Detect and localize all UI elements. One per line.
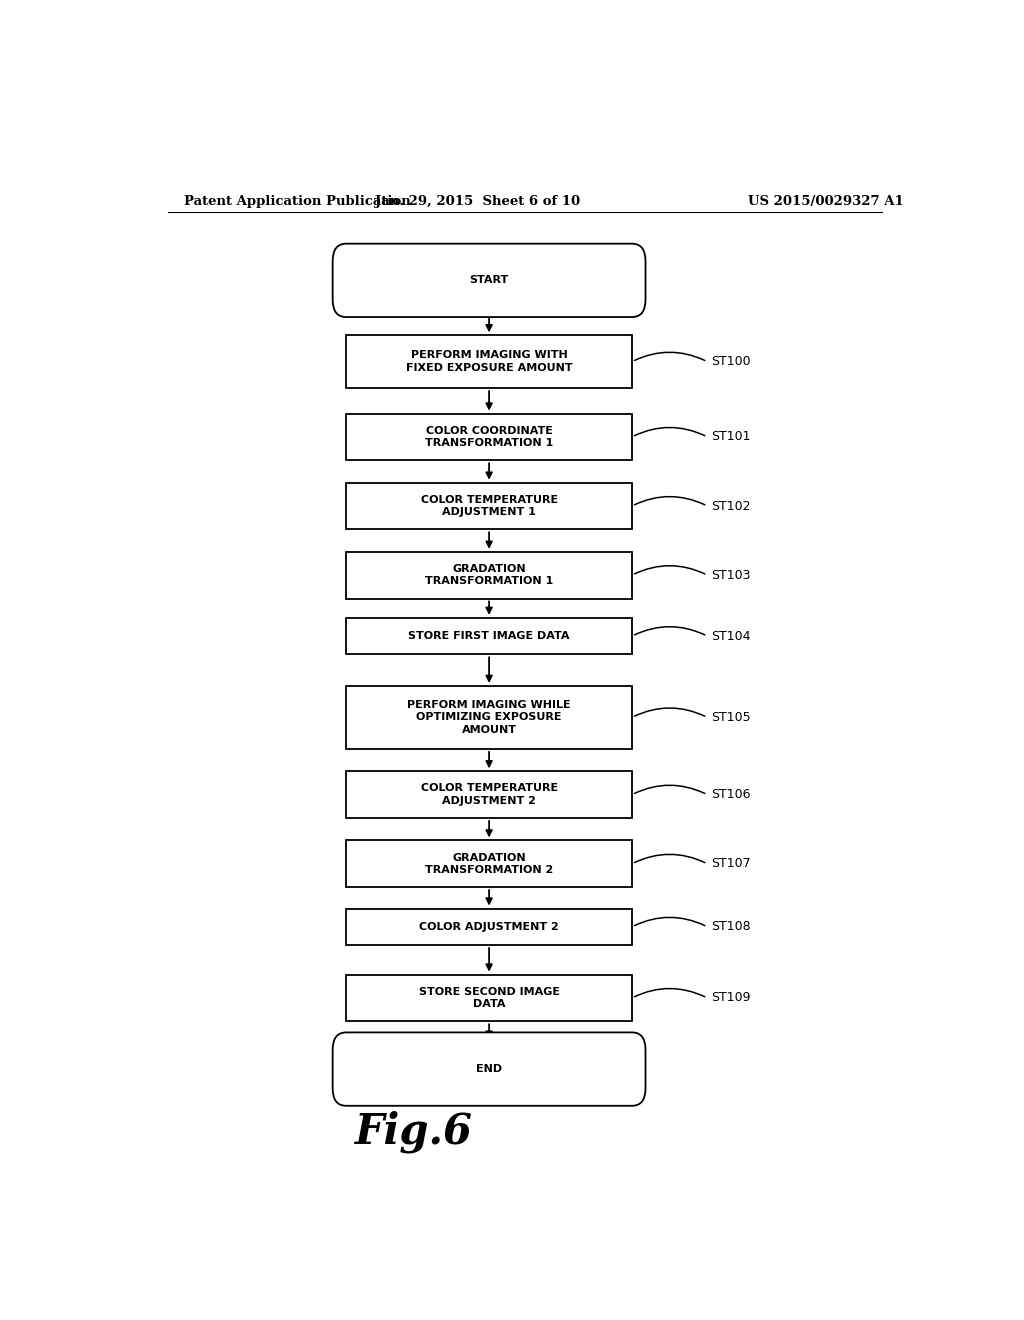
Text: COLOR COORDINATE
TRANSFORMATION 1: COLOR COORDINATE TRANSFORMATION 1: [425, 425, 553, 447]
Text: COLOR TEMPERATURE
ADJUSTMENT 2: COLOR TEMPERATURE ADJUSTMENT 2: [421, 784, 558, 807]
Text: STORE SECOND IMAGE
DATA: STORE SECOND IMAGE DATA: [419, 987, 559, 1010]
Text: Fig.6: Fig.6: [354, 1111, 473, 1154]
FancyBboxPatch shape: [333, 1032, 645, 1106]
Text: STORE FIRST IMAGE DATA: STORE FIRST IMAGE DATA: [409, 631, 569, 642]
Text: COLOR ADJUSTMENT 2: COLOR ADJUSTMENT 2: [419, 921, 559, 932]
Bar: [346, 841, 632, 887]
Bar: [346, 908, 632, 945]
Text: ST100: ST100: [712, 355, 751, 368]
Bar: [346, 552, 632, 598]
Bar: [346, 974, 632, 1022]
Text: PERFORM IMAGING WHILE
OPTIMIZING EXPOSURE
AMOUNT: PERFORM IMAGING WHILE OPTIMIZING EXPOSUR…: [408, 700, 571, 735]
Text: ST109: ST109: [712, 991, 751, 1005]
Bar: [346, 771, 632, 818]
Text: ST104: ST104: [712, 630, 751, 643]
Text: COLOR TEMPERATURE
ADJUSTMENT 1: COLOR TEMPERATURE ADJUSTMENT 1: [421, 495, 558, 517]
Text: ST108: ST108: [712, 920, 751, 933]
Text: GRADATION
TRANSFORMATION 1: GRADATION TRANSFORMATION 1: [425, 564, 553, 586]
Bar: [346, 686, 632, 748]
Text: US 2015/0029327 A1: US 2015/0029327 A1: [749, 194, 904, 207]
Text: ST107: ST107: [712, 857, 751, 870]
Text: ST106: ST106: [712, 788, 751, 801]
Text: ST102: ST102: [712, 499, 751, 512]
Text: END: END: [476, 1064, 502, 1074]
Text: Jan. 29, 2015  Sheet 6 of 10: Jan. 29, 2015 Sheet 6 of 10: [375, 194, 580, 207]
Text: PERFORM IMAGING WITH
FIXED EXPOSURE AMOUNT: PERFORM IMAGING WITH FIXED EXPOSURE AMOU…: [406, 351, 572, 372]
Text: START: START: [469, 276, 509, 285]
Text: ST105: ST105: [712, 711, 751, 723]
Text: Patent Application Publication: Patent Application Publication: [183, 194, 411, 207]
Bar: [346, 483, 632, 529]
Bar: [346, 618, 632, 655]
Text: GRADATION
TRANSFORMATION 2: GRADATION TRANSFORMATION 2: [425, 853, 553, 875]
FancyBboxPatch shape: [333, 244, 645, 317]
Bar: [346, 335, 632, 388]
Text: ST103: ST103: [712, 569, 751, 582]
Bar: [346, 413, 632, 461]
Text: ST101: ST101: [712, 430, 751, 444]
